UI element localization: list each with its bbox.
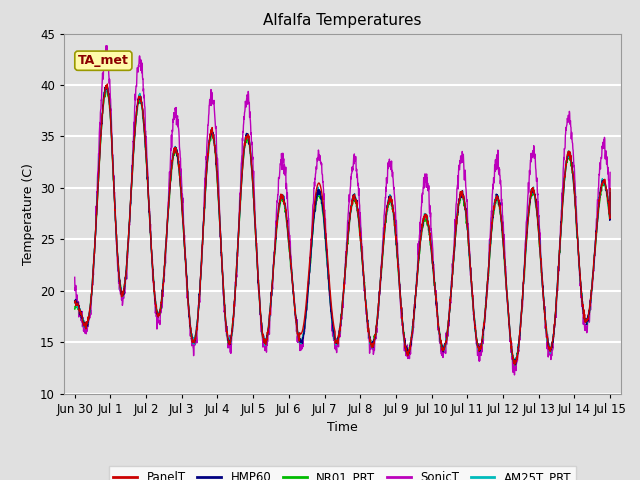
Y-axis label: Temperature (C): Temperature (C) [22,163,35,264]
NR01_PRT [71,306,79,312]
PanelT [71,299,79,305]
NR01_PRT [102,85,110,91]
NR01_PRT [493,198,500,204]
SonicT [493,154,500,160]
AM25T_PRT [317,193,325,199]
AM25T_PRT [71,300,79,306]
HMP60 [512,361,520,367]
NR01_PRT [606,192,614,198]
SonicT [103,43,111,48]
PanelT [98,113,106,119]
Text: TA_met: TA_met [78,54,129,67]
HMP60 [591,248,598,253]
AM25T_PRT [98,118,106,123]
Title: Alfalfa Temperatures: Alfalfa Temperatures [263,13,422,28]
HMP60 [317,196,325,202]
HMP60 [332,336,339,341]
NR01_PRT [591,245,599,251]
HMP60 [98,117,106,123]
NR01_PRT [317,195,325,201]
Line: PanelT: PanelT [75,84,610,364]
SonicT [332,346,339,352]
NR01_PRT [332,338,339,344]
SonicT [606,169,614,175]
NR01_PRT [591,247,598,253]
Line: HMP60: HMP60 [75,85,610,364]
PanelT [511,361,518,367]
AM25T_PRT [591,244,599,250]
HMP60 [606,190,614,195]
AM25T_PRT [332,336,339,341]
PanelT [591,248,599,253]
PanelT [606,186,614,192]
AM25T_PRT [511,361,518,367]
HMP60 [71,298,79,304]
NR01_PRT [511,362,519,368]
SonicT [98,83,106,89]
X-axis label: Time: Time [327,421,358,434]
AM25T_PRT [606,187,614,193]
PanelT [317,186,325,192]
Legend: PanelT, HMP60, NR01_PRT, SonicT, AM25T_PRT: PanelT, HMP60, NR01_PRT, SonicT, AM25T_P… [109,466,576,480]
PanelT [493,194,500,200]
AM25T_PRT [591,249,598,255]
HMP60 [493,192,500,198]
AM25T_PRT [493,193,500,199]
SonicT [591,252,599,258]
SonicT [71,275,79,280]
HMP60 [591,245,599,251]
AM25T_PRT [102,83,110,88]
SonicT [511,372,518,378]
Line: AM25T_PRT: AM25T_PRT [75,85,610,364]
PanelT [332,340,339,346]
HMP60 [103,83,111,88]
SonicT [591,248,598,254]
Line: SonicT: SonicT [75,46,610,375]
Line: NR01_PRT: NR01_PRT [75,88,610,365]
PanelT [104,81,111,87]
PanelT [591,249,598,255]
SonicT [317,159,325,165]
NR01_PRT [98,118,106,123]
